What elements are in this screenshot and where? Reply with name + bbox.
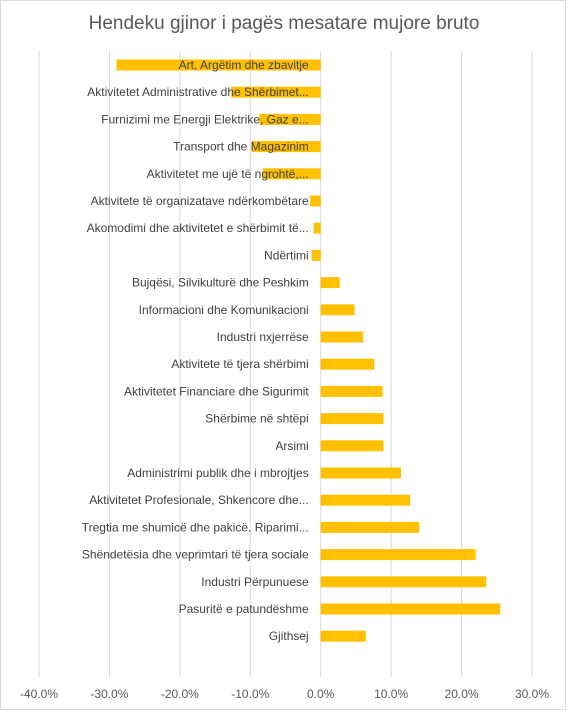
- bar: [251, 141, 321, 153]
- category-label: Bujqësi, Silvikulturë dhe Peshkim: [132, 276, 309, 290]
- bar: [320, 467, 402, 479]
- bar: [231, 86, 321, 98]
- category-label: Administrimi publik dhe i mbrojtjes: [127, 466, 308, 480]
- category-label: Furnizimi me Energji Elektrike, Gaz e...: [101, 112, 308, 126]
- bar: [320, 630, 366, 642]
- bar: [320, 304, 355, 316]
- bar: [320, 277, 340, 289]
- category-label: Gjithsej: [269, 629, 309, 643]
- x-tick-label: -20.0%: [161, 687, 199, 701]
- category-label: Shëndetësia dhe veprimtari të tjera soci…: [82, 548, 309, 562]
- bar: [320, 358, 375, 370]
- bar: [313, 222, 321, 234]
- category-label: Aktivitete të tjera shërbimi: [171, 357, 308, 371]
- bar: [320, 603, 501, 615]
- bar: [320, 494, 411, 506]
- bar: [310, 195, 321, 207]
- x-tick-label: -40.0%: [20, 687, 58, 701]
- x-tick-label: 10.0%: [374, 687, 408, 701]
- x-tick-label: 30.0%: [515, 687, 549, 701]
- category-label: Aktivitetet Profesionale, Shkencore dhe.…: [89, 493, 308, 507]
- bar: [116, 59, 321, 71]
- category-label: Akomodimi dhe aktivitetet e shërbimit të…: [87, 221, 309, 235]
- bar: [320, 549, 476, 561]
- x-tick-label: 20.0%: [445, 687, 479, 701]
- chart-title: Hendeku gjinor i pagës mesatare mujore b…: [89, 13, 480, 34]
- x-tick-label: 0.0%: [307, 687, 335, 701]
- bar: [320, 576, 487, 588]
- category-label: Arsimi: [275, 439, 308, 453]
- category-label: Pasuritë e patundëshme: [179, 602, 309, 616]
- category-label: Informacioni dhe Komunikacioni: [139, 303, 309, 317]
- category-label: Industri Përpunuese: [201, 575, 309, 589]
- category-label: Aktivitetet Administrative dhe Shërbimet…: [87, 85, 308, 99]
- x-tick-label: -10.0%: [231, 687, 269, 701]
- bar: [320, 385, 383, 397]
- category-label: Industri nxjerrëse: [217, 330, 309, 344]
- bar: [262, 168, 321, 180]
- bar: [320, 440, 384, 452]
- bar: [320, 331, 363, 343]
- category-label: Transport dhe Magazinim: [173, 140, 309, 154]
- bars: [116, 59, 501, 642]
- category-labels: Art, Argëtim dhe zbavitje Aktivitetet Adm…: [82, 58, 310, 643]
- category-label: Aktivitetet me ujë të ngrohtë,...: [147, 167, 309, 181]
- category-label: Ndërtimi: [264, 248, 309, 262]
- category-label: Tregtia me shumicë dhe pakicë. Riparimi.…: [82, 520, 309, 534]
- bar: [259, 113, 321, 125]
- bar: [320, 521, 420, 533]
- category-label: Shërbime në shtëpi: [205, 412, 308, 426]
- x-axis-ticks: -40.0% -30.0% -20.0% -10.0% 0.0% 10.0% 20.0% 30…: [20, 687, 549, 701]
- bar: [311, 249, 321, 261]
- category-label: Aktivitetet Financiare dhe Sigurimit: [124, 384, 309, 398]
- x-tick-label: -30.0%: [90, 687, 128, 701]
- category-label: Art, Argëtim dhe zbavitje: [179, 58, 309, 72]
- category-label: Aktivitete të organizatave ndërkombëtare: [91, 194, 309, 208]
- bar: [320, 413, 384, 425]
